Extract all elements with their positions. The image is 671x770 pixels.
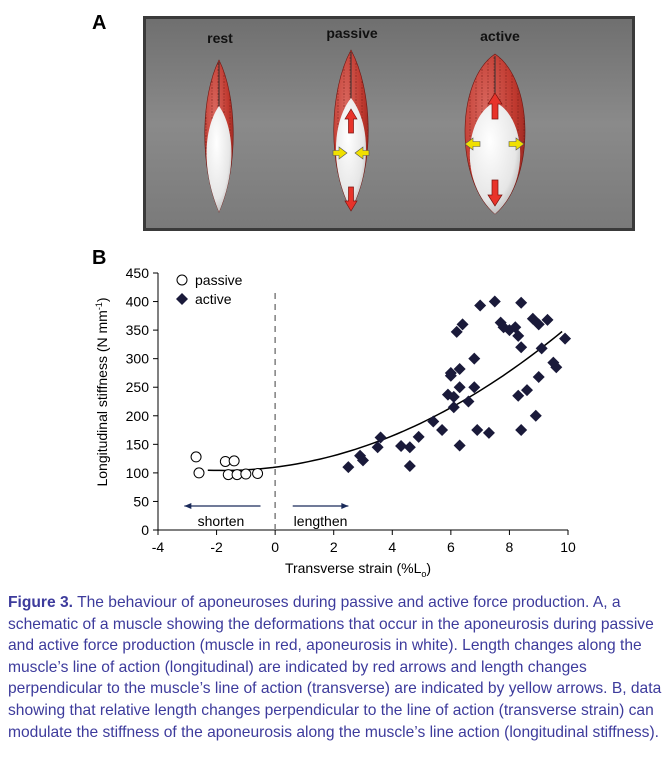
active-data-point [357, 454, 369, 467]
passive-data-point [193, 467, 205, 479]
x-tick-label: 0 [271, 539, 279, 555]
active-data-point [494, 316, 507, 329]
legend-passive-marker [176, 274, 188, 286]
active-data-point [436, 424, 449, 437]
y-tick-label: 150 [126, 436, 150, 452]
y-tick-label: 50 [133, 493, 149, 509]
rest-muscle [204, 59, 234, 213]
active-data-point [541, 313, 554, 326]
figure-caption: Figure 3. The behaviour of aponeuroses d… [8, 592, 663, 743]
active-data-point [512, 389, 525, 402]
active-data-point [371, 441, 384, 454]
lengthen-arrowhead-icon [341, 503, 349, 509]
active-data-point [482, 426, 495, 439]
y-tick-label: 350 [126, 322, 150, 338]
active-data-point [427, 415, 440, 428]
active-data-point [447, 401, 460, 414]
active-data-point [374, 431, 387, 444]
active-data-point [447, 390, 460, 403]
active-label: active [480, 28, 520, 44]
active-data-point [515, 424, 528, 437]
active-muscle [464, 53, 526, 215]
passive-data-point [240, 468, 252, 480]
x-tick-label: 10 [560, 539, 576, 555]
caption-text: The behaviour of aponeuroses during pass… [8, 594, 662, 741]
active-data-point [512, 329, 525, 342]
active-data-point [515, 341, 528, 354]
active-data-point [403, 441, 416, 454]
active-data-point [532, 318, 545, 331]
active-transverse-outward-arrows-icon [464, 137, 525, 151]
active-data-point [471, 424, 484, 437]
y-tick-label: 300 [126, 351, 150, 367]
active-data-point [535, 342, 548, 355]
active-data-point [403, 460, 416, 473]
active-data-point [468, 352, 481, 365]
active-data-point [468, 381, 481, 394]
x-tick-label: 2 [330, 539, 338, 555]
active-data-point [456, 318, 469, 331]
y-tick-label: 400 [126, 294, 150, 310]
active-data-point [515, 296, 528, 309]
muscle-schematic: rest passive active [143, 16, 635, 231]
active-data-point [503, 324, 516, 337]
passive-data-point [252, 467, 264, 479]
x-tick-label: -2 [210, 539, 223, 555]
active-data-point [532, 370, 545, 383]
stiffness-strain-chart: 0 50 100 150 200 250 300 350 400 450 -4 -2 0 2 4 6 8 10 pa… [94, 265, 576, 579]
active-data-point [453, 439, 466, 452]
passive-label: passive [326, 25, 378, 41]
legend-active-label: active [195, 291, 232, 307]
x-tick-label: 4 [388, 539, 396, 555]
active-data-point [342, 461, 355, 474]
caption-label: Figure 3. [8, 594, 73, 611]
lengthen-label: lengthen [294, 513, 348, 529]
active-data-point [521, 384, 533, 397]
active-data-point [550, 361, 563, 374]
active-data-point [474, 299, 487, 312]
trend-line [207, 330, 563, 472]
y-tick-label: 450 [126, 265, 150, 281]
rest-label: rest [207, 30, 233, 46]
active-data-point [412, 430, 425, 443]
shorten-label: shorten [198, 513, 245, 529]
y-tick-label: 250 [126, 379, 150, 395]
legend-active-marker [176, 293, 188, 305]
legend-passive-label: passive [195, 272, 243, 288]
active-data-point [453, 362, 466, 375]
panel-b-letter: B [92, 247, 107, 269]
active-data-point [395, 440, 408, 453]
passive-longitudinal-down-arrow-icon [344, 186, 358, 212]
passive-longitudinal-up-arrow-icon [344, 108, 358, 134]
active-data-point [526, 312, 539, 325]
active-data-point [450, 325, 463, 338]
y-tick-label: 0 [141, 522, 149, 538]
x-tick-label: 8 [506, 539, 514, 555]
x-tick-label: -4 [152, 539, 165, 555]
active-data-point [462, 395, 475, 408]
y-tick-label: 200 [126, 408, 150, 424]
active-longitudinal-up-arrow-icon [487, 92, 503, 120]
passive-data-point [190, 451, 202, 463]
panel-a-letter: A [92, 12, 107, 34]
active-data-point [559, 332, 572, 345]
active-data-point [444, 366, 457, 379]
passive-data-point [228, 455, 240, 467]
active-longitudinal-down-arrow-icon [487, 179, 503, 207]
y-tick-label: 100 [126, 465, 150, 481]
shorten-arrowhead-icon [184, 503, 192, 509]
y-axis-label: Longitudinal stiffness (N mm-1) [94, 297, 110, 486]
x-tick-label: 6 [447, 539, 455, 555]
passive-transverse-inward-arrows-icon [332, 146, 370, 160]
active-data-point [453, 381, 466, 394]
active-data-point [529, 409, 542, 422]
active-data-point [488, 295, 501, 308]
x-axis-label: Transverse strain (%Lo) [285, 560, 431, 579]
